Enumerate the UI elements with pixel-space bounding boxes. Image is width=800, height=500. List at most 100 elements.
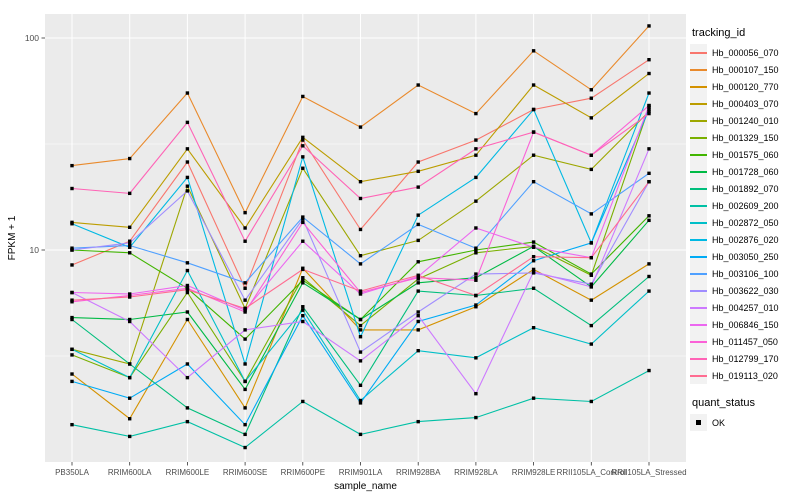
data-point-Hb_000403_070: [647, 71, 651, 76]
data-point-Hb_000120_770: [185, 317, 190, 322]
data-point-Hb_003622_030: [358, 350, 363, 354]
legend-key: [690, 95, 707, 112]
data-point-Hb_001329_150: [70, 353, 74, 357]
legend-item: Hb_012799_170: [690, 350, 800, 367]
data-point-Hb_000403_070: [416, 169, 420, 174]
legend-key: [690, 163, 707, 180]
data-point-Hb_001892_070: [416, 289, 420, 293]
data-point-Hb_000056_070: [70, 263, 74, 267]
legend-key: [690, 112, 707, 129]
legend-key: [690, 414, 707, 431]
legend-item: Hb_003106_100: [690, 265, 800, 282]
legend-item-label: Hb_003106_100: [712, 268, 779, 279]
data-point-Hb_019113_020: [474, 293, 478, 298]
data-point-Hb_001240_010: [589, 167, 593, 172]
data-point-Hb_003622_030: [185, 189, 190, 193]
legend-item: Hb_004257_010: [690, 299, 800, 316]
data-point-Hb_003622_030: [301, 217, 305, 221]
data-point-Hb_003050_250: [185, 362, 190, 366]
black-square-point-icon: [696, 420, 701, 425]
data-point-Hb_000403_070: [589, 116, 593, 120]
data-point-Hb_001329_150: [474, 251, 478, 255]
legend-item-label: Hb_006846_150: [712, 319, 779, 330]
legend-item-label: Hb_001240_010: [712, 115, 779, 126]
data-point-Hb_000120_770: [647, 262, 651, 266]
data-point-Hb_003050_250: [243, 422, 247, 427]
legend-item-label: Hb_011457_050: [712, 336, 778, 347]
legend-item-label: Hb_003622_030: [712, 285, 779, 296]
tracking-legend-items: Hb_000056_070 Hb_000107_150 Hb_000120_770 H…: [690, 44, 800, 384]
data-point-Hb_002872_050: [185, 268, 190, 273]
data-point-Hb_011457_050: [243, 310, 247, 314]
data-point-Hb_002876_020: [185, 175, 190, 180]
data-point-Hb_012799_170: [243, 239, 247, 243]
line-swatch: [690, 289, 707, 292]
data-point-Hb_000403_070: [128, 225, 132, 229]
legend-key: [690, 44, 707, 61]
legend-panel: tracking_id Hb_000056_070 Hb_000107_150 Hb…: [690, 27, 800, 431]
legend-key: [690, 350, 707, 367]
data-point-Hb_003622_030: [589, 282, 593, 286]
data-point-Hb_000120_770: [531, 267, 536, 272]
data-point-Hb_003106_100: [185, 261, 190, 265]
legend-key: [690, 231, 707, 248]
legend-item: Hb_002876_020: [690, 231, 800, 248]
data-point-Hb_000056_070: [474, 138, 478, 142]
data-point-Hb_003106_100: [70, 246, 74, 250]
data-point-Hb_002609_200: [301, 399, 305, 404]
x-tick-label: RRIM600PE: [281, 468, 325, 477]
data-point-Hb_002876_020: [70, 222, 74, 226]
data-point-Hb_002876_020: [531, 107, 536, 112]
data-point-Hb_001892_070: [589, 323, 593, 328]
data-point-Hb_003106_100: [243, 281, 247, 285]
data-point-Hb_004257_010: [416, 313, 420, 318]
data-point-Hb_003050_250: [70, 379, 74, 384]
data-point-Hb_001575_060: [647, 214, 651, 218]
data-point-Hb_012799_170: [647, 111, 651, 116]
legend-key: [690, 299, 707, 316]
x-tick-label: RRIM600SE: [223, 468, 267, 477]
line-swatch: [690, 187, 707, 190]
data-point-Hb_000107_150: [416, 83, 420, 87]
legend-item-label: Hb_001329_150: [712, 132, 779, 143]
data-point-Hb_000056_070: [185, 160, 190, 164]
data-point-Hb_001892_070: [128, 362, 132, 366]
data-point-Hb_003050_250: [128, 396, 132, 400]
data-point-Hb_001240_010: [358, 253, 363, 258]
legend-item: Hb_000120_770: [690, 78, 800, 95]
data-point-Hb_003106_100: [128, 243, 132, 248]
data-point-Hb_001728_060: [474, 276, 478, 280]
data-point-Hb_001728_060: [185, 310, 190, 314]
data-point-Hb_003050_250: [474, 303, 478, 307]
x-axis-title: sample_name: [334, 481, 397, 492]
x-tick-label: RRIM600LE: [166, 468, 210, 477]
legend-key: [690, 61, 707, 78]
data-point-Hb_000056_070: [358, 227, 363, 232]
data-point-Hb_001892_070: [70, 317, 74, 322]
legend-key: [690, 367, 707, 384]
line-swatch: [690, 68, 707, 71]
data-point-Hb_012799_170: [185, 120, 190, 125]
data-point-Hb_000120_770: [70, 372, 74, 376]
legend-item: OK: [690, 414, 800, 431]
legend-item: Hb_002872_050: [690, 214, 800, 231]
legend-key: [690, 129, 707, 146]
x-tick-label: PB350LA: [55, 468, 89, 477]
data-point-Hb_019113_020: [301, 267, 305, 272]
x-tick-label: RRIM901LA: [339, 468, 383, 477]
data-point-Hb_000107_150: [185, 91, 190, 95]
line-swatch: [690, 119, 707, 122]
data-point-Hb_001575_060: [531, 240, 536, 244]
legend-key: [690, 180, 707, 197]
quant-legend-items: OK: [690, 414, 800, 431]
data-point-Hb_001728_060: [358, 317, 363, 322]
data-point-Hb_002609_200: [243, 445, 247, 450]
data-point-Hb_019113_020: [531, 254, 536, 259]
data-point-Hb_002609_200: [647, 368, 651, 373]
data-point-Hb_019113_020: [358, 289, 363, 293]
data-point-Hb_003050_250: [301, 313, 305, 318]
data-point-Hb_002872_050: [128, 375, 132, 380]
data-point-Hb_002872_050: [358, 398, 363, 403]
data-point-Hb_004257_010: [185, 375, 190, 380]
data-point-Hb_003106_100: [647, 171, 651, 176]
